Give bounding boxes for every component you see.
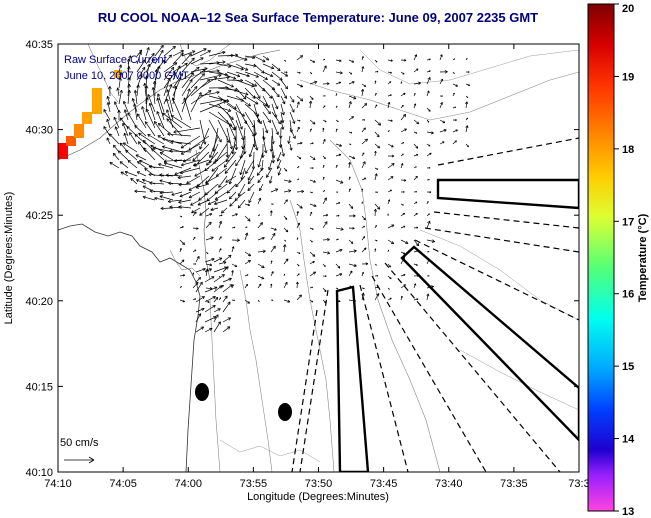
y-axis-label: Latitude (Degrees:Minutes) — [3, 192, 15, 325]
colorbar-tick-label: 15 — [622, 361, 634, 373]
buoy-marker — [278, 403, 292, 421]
map-title: RU COOL NOAA–12 Sea Surface Temperature:… — [97, 10, 539, 25]
x-tick-label: 73:40 — [435, 478, 463, 490]
y-tick-label: 40:15 — [25, 381, 53, 393]
y-tick-label: 40:30 — [25, 125, 53, 137]
x-tick-label: 73:55 — [240, 478, 268, 490]
coastline — [58, 223, 201, 472]
x-tick-label: 74:00 — [174, 478, 202, 490]
x-tick-label: 73:50 — [305, 478, 333, 490]
colorbar-ticks: 20 19 18 17 16 15 14 13 — [614, 3, 635, 518]
y-tick-label: 40:20 — [25, 296, 53, 308]
y-axis-ticks: 40:35 40:30 40:25 40:20 40:15 40:10 — [25, 39, 579, 479]
y-tick-label: 40:35 — [25, 39, 53, 51]
plot-area — [58, 44, 579, 472]
y-tick-label: 40:10 — [25, 467, 53, 479]
colorbar-tick-label: 13 — [622, 506, 634, 518]
colorbar-tick-label: 17 — [622, 216, 634, 228]
buoy-marker — [195, 383, 209, 401]
x-tick-label: 73:3 — [568, 478, 589, 490]
colorbar-tick-label: 16 — [622, 289, 634, 301]
legend-line-2: June 10, 2007 0000 GMT — [64, 70, 189, 82]
colorbar — [587, 3, 615, 512]
x-axis-label: Longitude (Degrees:Minutes) — [247, 491, 389, 503]
surface-current-vectors — [103, 44, 471, 333]
legend-line-1: Raw Surface Current — [64, 54, 167, 66]
x-axis-ticks: 74:10 74:05 74:00 73:55 73:50 73:45 73:40 73:35… — [44, 44, 590, 490]
scale-label: 50 cm/s — [60, 437, 99, 449]
y-tick-label: 40:25 — [25, 210, 53, 222]
x-tick-label: 74:05 — [109, 478, 137, 490]
x-tick-label: 73:45 — [370, 478, 398, 490]
x-tick-label: 74:10 — [44, 478, 72, 490]
radar-beam-dashed — [291, 137, 579, 472]
colorbar-tick-label: 18 — [622, 144, 634, 156]
scale-arrow — [64, 456, 95, 464]
colorbar-tick-label: 20 — [622, 3, 634, 15]
bathymetry-contour — [209, 299, 221, 472]
x-tick-label: 73:35 — [500, 478, 528, 490]
radar-beam-solid — [436, 178, 579, 210]
colorbar-label: Temperature (°C) — [637, 213, 649, 302]
sst-pixel-red — [58, 143, 68, 159]
colorbar-tick-label: 19 — [622, 71, 634, 83]
colorbar-tick-label: 14 — [622, 434, 635, 446]
